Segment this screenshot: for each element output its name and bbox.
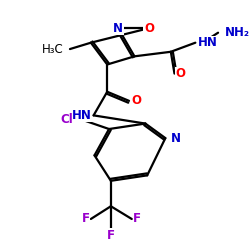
Text: HN: HN <box>72 109 92 122</box>
Text: F: F <box>82 212 90 226</box>
Text: H₃C: H₃C <box>42 42 64 56</box>
Text: O: O <box>131 94 141 107</box>
Text: Cl: Cl <box>60 112 73 126</box>
Text: N: N <box>113 22 123 35</box>
Text: F: F <box>133 212 141 226</box>
Text: HN: HN <box>198 36 218 49</box>
Text: O: O <box>176 67 186 80</box>
Text: O: O <box>144 22 154 35</box>
Text: NH₂: NH₂ <box>225 26 250 39</box>
Text: F: F <box>107 229 115 242</box>
Text: N: N <box>171 132 181 144</box>
